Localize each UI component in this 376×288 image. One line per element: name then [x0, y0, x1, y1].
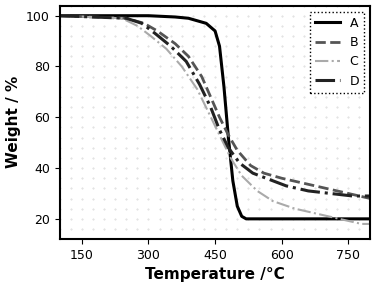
- C: [368, 222, 373, 226]
- B: [58, 14, 62, 18]
- D: [217, 128, 222, 132]
- Legend: A, B, C, D: A, B, C, D: [309, 12, 364, 92]
- B: [248, 164, 253, 167]
- A: [173, 15, 177, 19]
- D: [139, 22, 144, 25]
- Line: B: B: [60, 16, 370, 198]
- C: [206, 111, 211, 114]
- C: [149, 34, 153, 38]
- A: [302, 217, 306, 221]
- D: [184, 60, 188, 63]
- D: [197, 83, 202, 86]
- B: [235, 149, 240, 152]
- B: [142, 22, 146, 25]
- D: [237, 161, 242, 165]
- D: [226, 146, 230, 149]
- B: [302, 181, 306, 185]
- C: [120, 16, 124, 20]
- A: [230, 179, 235, 183]
- Line: A: A: [60, 16, 370, 219]
- C: [228, 156, 233, 160]
- A: [204, 22, 208, 25]
- C: [179, 65, 184, 68]
- B: [186, 55, 191, 58]
- B: [226, 133, 230, 137]
- C: [135, 24, 139, 28]
- A: [195, 19, 200, 22]
- A: [58, 14, 62, 18]
- B: [262, 171, 266, 175]
- D: [328, 192, 333, 195]
- A: [240, 215, 244, 218]
- B: [368, 197, 373, 200]
- X-axis label: Temperature /°C: Temperature /°C: [145, 268, 285, 283]
- D: [306, 189, 311, 193]
- A: [226, 136, 230, 139]
- C: [270, 199, 275, 203]
- D: [58, 14, 62, 18]
- B: [217, 115, 222, 119]
- A: [213, 29, 217, 33]
- C: [359, 222, 364, 226]
- Y-axis label: Weight / %: Weight / %: [6, 76, 21, 168]
- C: [195, 88, 200, 91]
- B: [200, 75, 204, 78]
- A: [222, 85, 226, 88]
- B: [124, 16, 129, 20]
- B: [324, 187, 328, 190]
- D: [208, 105, 213, 109]
- D: [264, 177, 268, 180]
- B: [346, 192, 350, 195]
- C: [293, 207, 297, 211]
- C: [240, 174, 244, 177]
- A: [270, 217, 275, 221]
- A: [368, 217, 373, 221]
- D: [284, 184, 288, 187]
- A: [217, 44, 222, 48]
- C: [337, 217, 342, 221]
- B: [279, 177, 284, 180]
- A: [244, 217, 249, 221]
- D: [350, 194, 355, 198]
- C: [58, 14, 62, 18]
- B: [155, 29, 160, 33]
- Line: D: D: [60, 16, 370, 196]
- D: [368, 194, 373, 198]
- A: [253, 217, 257, 221]
- C: [255, 189, 259, 193]
- C: [315, 212, 320, 215]
- D: [168, 44, 173, 48]
- A: [235, 204, 240, 208]
- A: [146, 14, 151, 18]
- B: [173, 42, 177, 46]
- B: [208, 95, 213, 99]
- C: [217, 133, 222, 137]
- D: [124, 16, 129, 20]
- D: [250, 171, 255, 175]
- D: [153, 32, 158, 35]
- C: [164, 47, 168, 50]
- Line: C: C: [60, 16, 370, 224]
- A: [186, 16, 191, 20]
